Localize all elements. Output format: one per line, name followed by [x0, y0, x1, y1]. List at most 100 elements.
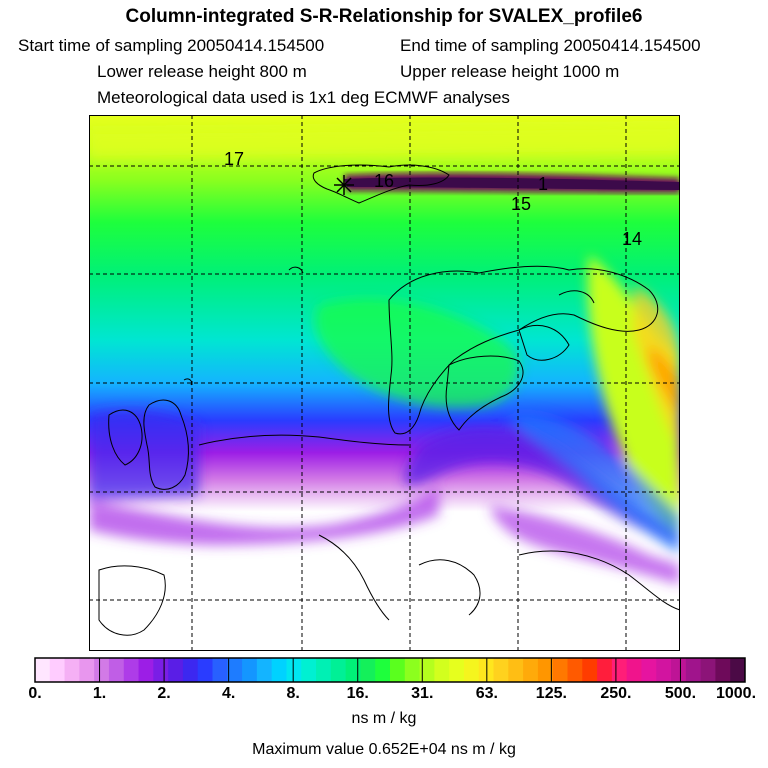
- legend-tick-label: 500.: [664, 685, 697, 702]
- map-frame: [89, 115, 680, 651]
- legend-color-bin: [286, 658, 302, 682]
- legend-color-bin: [271, 658, 287, 682]
- start-time-text: Start time of sampling 20050414.154500: [18, 36, 325, 55]
- purple-band: [89, 485, 439, 545]
- svalbard-coast: [312, 164, 450, 204]
- ireland-coast: [108, 409, 143, 466]
- legend-tick-label: 1.: [92, 685, 107, 702]
- legend-color-bin: [256, 658, 273, 682]
- continent-north-coast: [198, 434, 410, 446]
- legend-tick-label: 8.: [286, 685, 300, 702]
- legend-color-bin: [523, 658, 539, 682]
- legend-tick-label: 1000.: [715, 685, 757, 702]
- color-legend: [34, 657, 746, 683]
- release-site-marker: [334, 175, 354, 195]
- max-value-text: Maximum value 0.652E+04 ns m / kg: [252, 741, 516, 758]
- map-title: Column-integrated S-R-Relationship for S…: [125, 6, 643, 27]
- legend-tick-label: 0.: [28, 685, 42, 702]
- legend-color-bin: [434, 658, 450, 682]
- faroe-coast: [183, 378, 192, 386]
- east-orange-zone: [649, 345, 680, 415]
- legend-color-bin: [730, 658, 746, 682]
- legend-color-bin: [537, 658, 554, 682]
- legend-color-bin: [330, 658, 347, 682]
- upper-release-text: Upper release height 1000 m: [400, 62, 620, 81]
- legend-tick-label: 63.: [475, 685, 498, 702]
- legend-color-bin: [212, 658, 228, 682]
- scandinavia-green-zone: [315, 298, 520, 408]
- legend-color-bin: [94, 658, 110, 682]
- field-features: [89, 125, 680, 585]
- legend-color-bin: [49, 658, 66, 682]
- legend-color-bin: [153, 658, 169, 682]
- legend-color-bin: [35, 658, 51, 682]
- end-time-text: End time of sampling 20050414.154500: [400, 36, 701, 55]
- legend-color-bin: [597, 658, 613, 682]
- legend-color-bin: [419, 658, 435, 682]
- legend-color-bin: [552, 658, 568, 682]
- coastlines: [98, 164, 681, 636]
- contour-label-1: 1: [538, 174, 548, 194]
- scandinavia-coast: [388, 265, 659, 435]
- kola-coast: [558, 290, 595, 304]
- legend-color-bin: [404, 658, 421, 682]
- contour-label-14: 14: [622, 229, 642, 249]
- legend-color-bin: [700, 658, 716, 682]
- legend-color-bin: [508, 658, 524, 682]
- legend-color-bin: [611, 658, 628, 682]
- legend-color-bin: [671, 658, 687, 682]
- legend-color-bin: [345, 658, 361, 682]
- blue-front-east: [509, 413, 680, 555]
- legend-color-bin: [463, 658, 480, 682]
- legend-color-bin: [123, 658, 140, 682]
- legend-frame: [34, 657, 746, 683]
- legend-color-bin: [242, 658, 258, 682]
- legend-color-bin: [641, 658, 657, 682]
- baltic-coast: [445, 355, 524, 431]
- contour-label-16: 16: [374, 171, 394, 191]
- legend-color-bin: [360, 658, 376, 682]
- black-sea-coast: [518, 550, 681, 611]
- map-panel: 17 16 15 14 1: [89, 115, 681, 651]
- legend-color-bin: [656, 658, 672, 682]
- balkans-coast: [418, 559, 481, 616]
- lower-release-text: Lower release height 800 m: [97, 62, 307, 81]
- legend-color-bin: [108, 658, 125, 682]
- legend-color-bin: [138, 658, 154, 682]
- legend-tick-label: 125.: [535, 685, 567, 702]
- legend-color-bin: [685, 658, 702, 682]
- legend-tick-label: 2.: [157, 685, 171, 702]
- legend-color-bin: [375, 658, 391, 682]
- legend-color-bin: [626, 658, 642, 682]
- top-yellow-band: [89, 125, 680, 160]
- legend-tick-label: 4.: [221, 685, 236, 702]
- finland-coast: [518, 324, 570, 361]
- east-green-zone: [587, 255, 680, 535]
- met-data-text: Meteorological data used is 1x1 deg ECMW…: [97, 88, 510, 107]
- legend-color-bin: [316, 658, 332, 682]
- legend-color-bin: [168, 658, 184, 682]
- contour-label-15: 15: [511, 194, 531, 214]
- plume-core: [344, 177, 680, 190]
- lat-lon-grid: [89, 115, 680, 651]
- legend-color-bin: [567, 658, 583, 682]
- legend-color-bin: [301, 658, 317, 682]
- legend-color-bin: [493, 658, 509, 682]
- map-svg: 17 16 15 14 1: [89, 115, 681, 651]
- legend-tick-label: 250.: [600, 685, 632, 702]
- britain-coast: [143, 399, 189, 490]
- legend-color-bin: [449, 658, 465, 682]
- legend-tick-label: 31.: [411, 685, 434, 702]
- legend-color-bin: [390, 658, 406, 682]
- legend-color-bin: [227, 658, 243, 682]
- legend-color-bin: [79, 658, 95, 682]
- legend-color-bin: [197, 658, 213, 682]
- purple-east: [489, 505, 680, 585]
- contour-label-17: 17: [224, 149, 244, 169]
- legend-tick-label: 16.: [346, 685, 369, 702]
- legend-color-bin: [182, 658, 199, 682]
- west-blue-zone: [89, 409, 199, 500]
- purple-front: [404, 426, 680, 545]
- italy-coast: [318, 534, 390, 621]
- legend-color-bin: [64, 658, 80, 682]
